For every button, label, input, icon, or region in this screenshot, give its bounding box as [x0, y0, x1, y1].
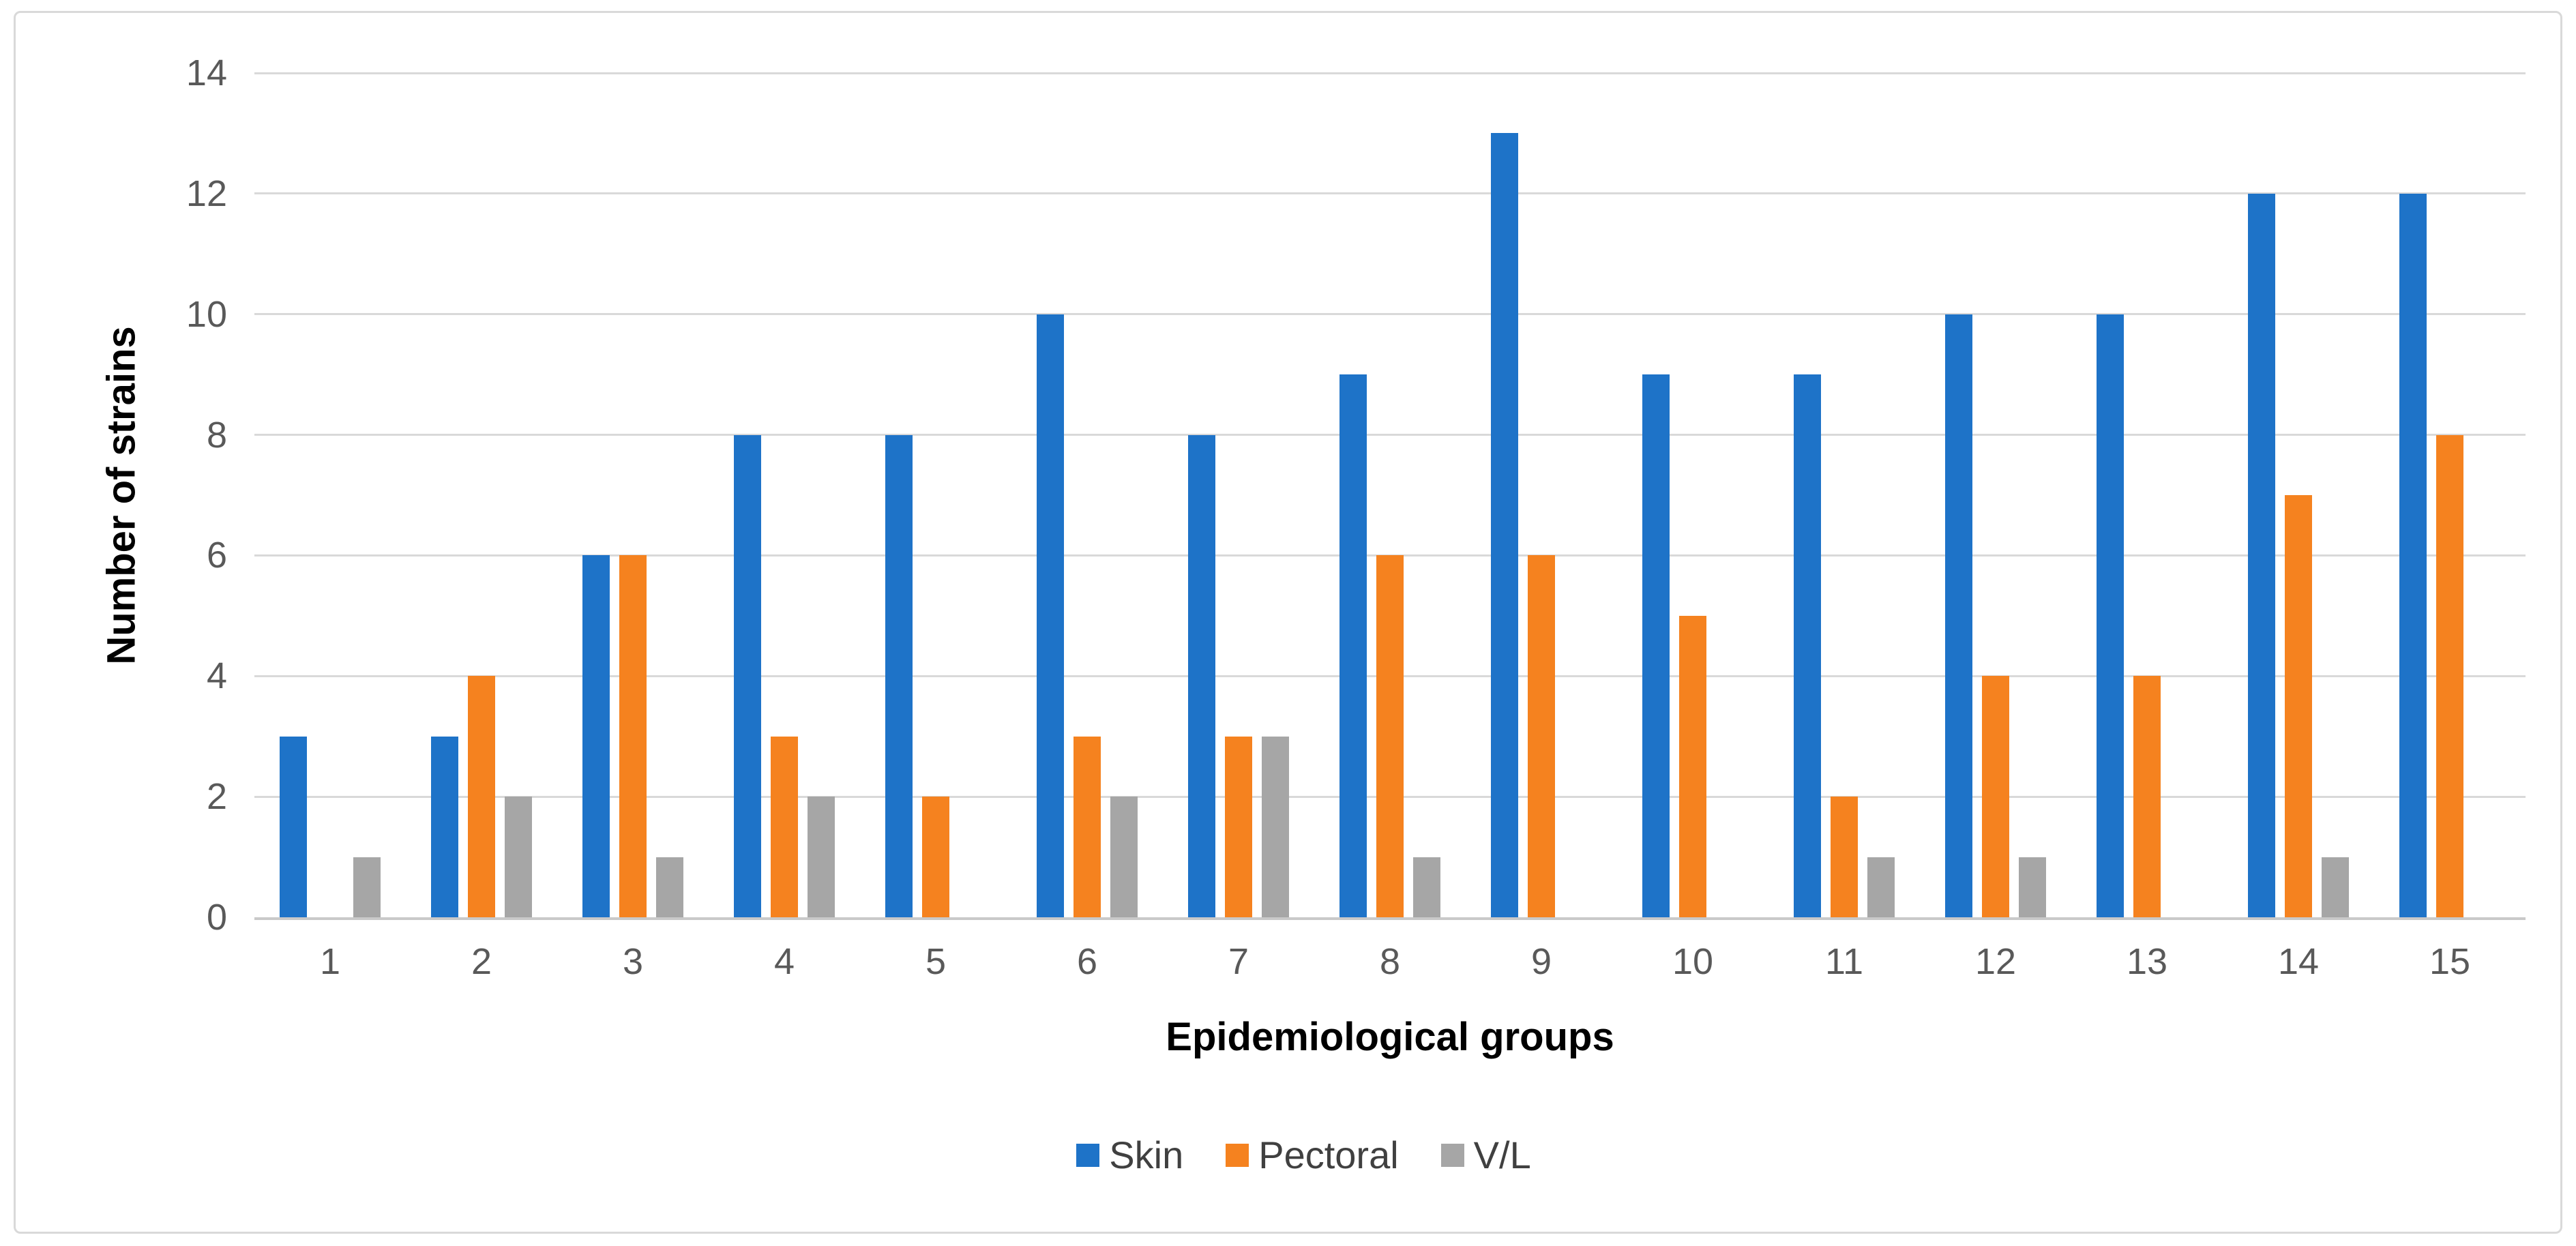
x-tick-label-6: 6 — [1076, 941, 1098, 982]
x-tick-label-9: 9 — [1530, 941, 1552, 982]
x-tick-label-4: 4 — [773, 941, 795, 982]
legend-item-v-l: V/L — [1440, 1133, 1531, 1177]
plot-area — [254, 72, 2526, 920]
y-tick-label-4: 4 — [206, 655, 227, 697]
bar-skin-group-2 — [431, 736, 458, 917]
x-tick-label-15: 15 — [2429, 941, 2471, 982]
legend-label-pectoral: Pectoral — [1258, 1133, 1399, 1176]
y-tick-label-0: 0 — [206, 897, 227, 938]
bar-v-l-group-11 — [1867, 857, 1895, 917]
x-tick-label-11: 11 — [1824, 941, 1864, 982]
x-tick-label-1: 1 — [319, 941, 341, 982]
bar-skin-group-4 — [734, 434, 761, 917]
y-axis-title-text: Number of strains — [99, 325, 144, 665]
bar-group-2 — [406, 73, 557, 917]
bar-group-7 — [1163, 73, 1314, 917]
x-tick-label-14: 14 — [2277, 941, 2320, 982]
y-tick-label-6: 6 — [206, 535, 227, 576]
bar-pectoral-group-3 — [619, 555, 647, 917]
bar-group-8 — [1314, 73, 1466, 917]
bar-group-4 — [709, 73, 860, 917]
bar-skin-group-14 — [2248, 193, 2275, 917]
bar-skin-group-6 — [1037, 314, 1064, 917]
bar-v-l-group-7 — [1262, 736, 1289, 917]
bar-skin-group-10 — [1642, 374, 1670, 917]
gridline-y-10 — [254, 313, 2526, 316]
bar-group-11 — [1768, 73, 1920, 917]
bar-skin-group-12 — [1945, 314, 1972, 917]
bar-skin-group-15 — [2399, 193, 2427, 917]
x-axis-line — [254, 917, 2526, 920]
x-tick-label-10: 10 — [1672, 941, 1714, 982]
y-tick-label-14: 14 — [186, 53, 227, 93]
bar-pectoral-group-6 — [1074, 736, 1101, 917]
bar-group-1 — [254, 73, 406, 917]
bar-v-l-group-1 — [353, 857, 381, 917]
bar-v-l-group-8 — [1413, 857, 1440, 917]
bar-skin-group-13 — [2097, 314, 2124, 917]
y-tick-label-12: 12 — [186, 173, 227, 214]
y-tick-label-8: 8 — [206, 414, 227, 456]
x-tick-label-12: 12 — [1974, 941, 2017, 982]
x-tick-label-5: 5 — [925, 941, 947, 982]
gridline-y-12 — [254, 192, 2526, 195]
y-tick-label-10: 10 — [186, 293, 227, 335]
bar-pectoral-group-8 — [1376, 555, 1404, 917]
legend: Skin Pectoral V/L — [16, 1133, 2576, 1177]
bar-skin-group-7 — [1188, 434, 1215, 917]
bar-pectoral-group-14 — [2285, 495, 2312, 917]
bar-v-l-group-12 — [2019, 857, 2046, 917]
bar-group-3 — [557, 73, 709, 917]
gridline-y-8 — [254, 434, 2526, 436]
legend-item-pectoral: Pectoral — [1226, 1133, 1399, 1177]
legend-swatch-skin — [1076, 1143, 1100, 1167]
bar-group-9 — [1466, 73, 1617, 917]
x-tick-label-8: 8 — [1379, 941, 1401, 982]
bar-v-l-group-4 — [808, 797, 835, 917]
bar-pectoral-group-5 — [922, 797, 949, 917]
bar-group-14 — [2223, 73, 2374, 917]
gridline-y-14 — [254, 72, 2526, 74]
bar-group-13 — [2071, 73, 2223, 917]
chart-panel: Number of strains Epidemiological groups… — [14, 11, 2562, 1234]
legend-label-v-l: V/L — [1473, 1133, 1531, 1176]
bar-pectoral-group-15 — [2436, 434, 2463, 917]
bar-pectoral-group-13 — [2133, 676, 2161, 917]
bar-pectoral-group-2 — [468, 676, 495, 917]
x-tick-label-13: 13 — [2126, 941, 2168, 982]
legend-item-skin: Skin — [1076, 1133, 1183, 1177]
bar-v-l-group-2 — [505, 797, 532, 917]
bar-group-10 — [1617, 73, 1768, 917]
bar-group-15 — [2374, 73, 2526, 917]
bar-pectoral-group-9 — [1528, 555, 1555, 917]
x-tick-label-3: 3 — [622, 941, 644, 982]
bar-skin-group-3 — [582, 555, 610, 917]
x-tick-label-2: 2 — [471, 941, 492, 982]
bar-pectoral-group-7 — [1225, 736, 1252, 917]
legend-swatch-v-l — [1440, 1143, 1464, 1167]
bar-skin-group-5 — [885, 434, 913, 917]
bar-group-6 — [1011, 73, 1163, 917]
legend-label-skin: Skin — [1109, 1133, 1184, 1176]
bar-pectoral-group-12 — [1982, 676, 2009, 917]
bar-pectoral-group-4 — [771, 736, 798, 917]
y-tick-label-2: 2 — [206, 776, 227, 818]
bar-v-l-group-3 — [656, 857, 683, 917]
x-axis-title: Epidemiological groups — [1166, 1015, 1614, 1059]
bar-v-l-group-14 — [2322, 857, 2349, 917]
gridline-y-6 — [254, 554, 2526, 557]
bar-skin-group-1 — [280, 736, 307, 917]
x-tick-label-7: 7 — [1228, 941, 1249, 982]
bar-skin-group-8 — [1339, 374, 1367, 917]
legend-swatch-pectoral — [1226, 1143, 1249, 1167]
bar-pectoral-group-11 — [1831, 797, 1858, 917]
bar-group-5 — [860, 73, 1011, 917]
bar-v-l-group-6 — [1110, 797, 1138, 917]
bar-skin-group-9 — [1491, 133, 1518, 917]
bar-pectoral-group-10 — [1679, 615, 1706, 917]
bar-skin-group-11 — [1794, 374, 1821, 917]
bar-group-12 — [1920, 73, 2071, 917]
